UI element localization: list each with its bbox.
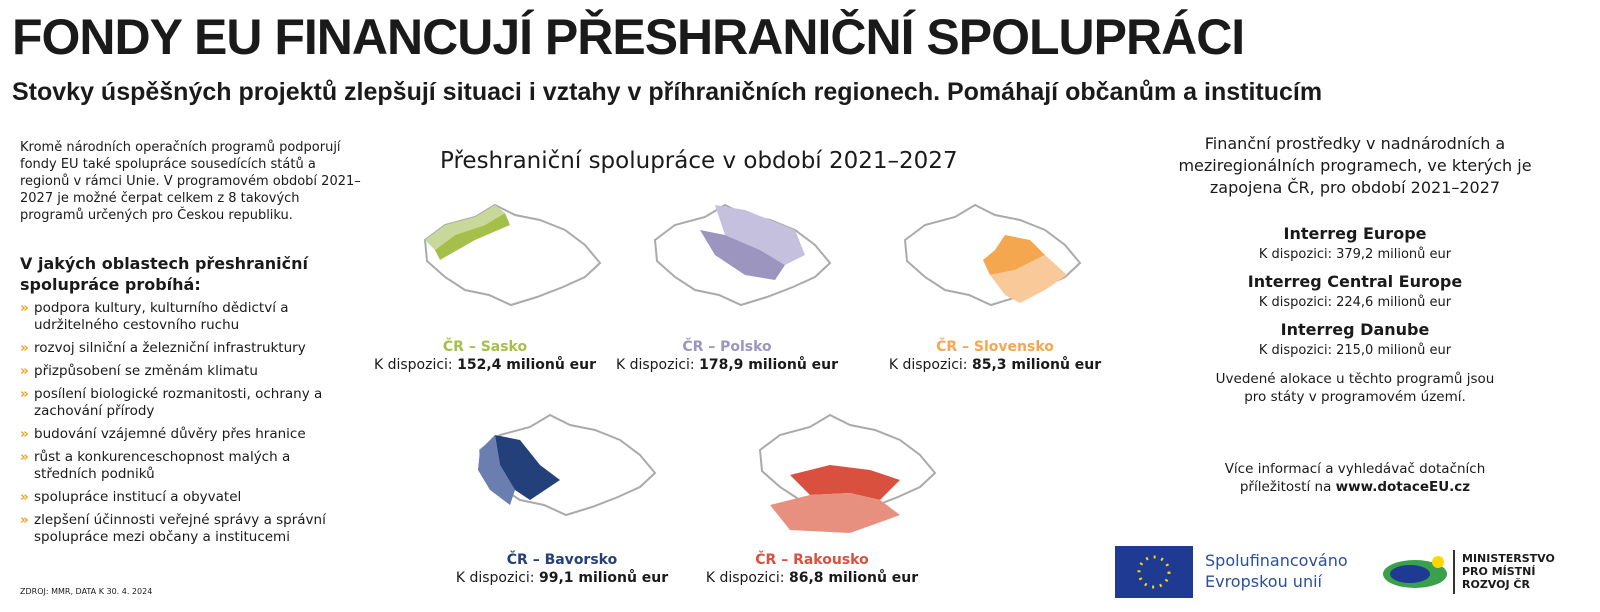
interreg-item: Interreg Europe K dispozici: 379,2 milion… (1205, 224, 1505, 262)
area-item: zlepšení účinnosti veřejné správy a sprá… (20, 512, 330, 546)
amount: 99,1 milionů eur (538, 570, 669, 586)
area-item: posílení biologické rozmanitosti, ochran… (20, 386, 330, 420)
amount-label: K dispozici: (373, 357, 453, 373)
subtitle: Stovky úspěšných projektů zlepšují situa… (12, 78, 1323, 106)
title: FONDY EU FINANCUJÍ PŘESHRANIČNÍ SPOLUPRÁ… (12, 9, 1245, 65)
amount-label: K dispozici: (455, 570, 535, 586)
note: Uvedené alokace u těchto programů jsou p… (1215, 371, 1495, 405)
amount-label: K dispozici: (615, 357, 695, 373)
eu-line: Spolufinancováno (1205, 551, 1348, 570)
program-label: ČR – Rakousko K dispozici: 86,8 milionů e… (682, 551, 942, 587)
interreg-name: Interreg Danube (1280, 320, 1430, 339)
mmr-logo-text: MINISTERSTVO PRO MÍSTNÍ ROZVOJ ČR (1462, 552, 1555, 591)
mmr-line: PRO MÍSTNÍ (1462, 565, 1536, 578)
area-item: podpora kultury, kulturního dědictví a u… (20, 300, 330, 334)
mmr-line: MINISTERSTVO (1462, 552, 1555, 565)
areas-list: podpora kultury, kulturního dědictví a u… (20, 300, 330, 552)
program-label: ČR – Sasko K dispozici: 152,4 milionů eur (355, 338, 615, 374)
interreg-amount: K dispozici: 224,6 milionů eur (1258, 295, 1452, 310)
more-text: Více informací a vyhledávač dotačních př… (1224, 461, 1486, 495)
program-name: ČR – Bavorsko (506, 552, 618, 568)
link[interactable]: www.dotaceEU.cz (1335, 479, 1471, 495)
program-label: ČR – Slovensko K dispozici: 85,3 milionů … (865, 338, 1125, 374)
interreg-amount: K dispozici: 379,2 milionů eur (1258, 247, 1452, 262)
interreg-name: Interreg Europe (1283, 224, 1427, 243)
mmr-line: ROZVOJ ČR (1462, 578, 1530, 591)
maps (424, 204, 1081, 533)
interreg-amount: K dispozici: 215,0 milionů eur (1258, 343, 1452, 358)
interreg-item: Interreg Central Europe K dispozici: 224,… (1205, 272, 1505, 310)
interreg-name: Interreg Central Europe (1247, 272, 1463, 291)
map-slovensko (904, 204, 1081, 306)
area-item: růst a konkurenceschopnost malých a stře… (20, 449, 330, 483)
amount-label: K dispozici: (888, 357, 968, 373)
map-polsko (654, 204, 831, 306)
program-label: ČR – Polsko K dispozici: 178,9 milionů eu… (597, 338, 857, 374)
eu-line: Evropskou unií (1205, 572, 1322, 591)
amount: 86,8 milionů eur (788, 570, 919, 586)
map-rakousko (759, 414, 936, 533)
amount: 178,9 milionů eur (699, 357, 839, 373)
area-item: budování vzájemné důvěry přes hranice (20, 426, 330, 443)
program-name: ČR – Polsko (682, 339, 772, 355)
right-title: Finanční prostředky v nadnárodních a mez… (1178, 134, 1532, 197)
area-item: přizpůsobení se změnám klimatu (20, 363, 330, 380)
area-item: spolupráce institucí a obyvatel (20, 489, 330, 506)
source: ZDROJ: MMR, DATA K 30. 4. 2024 (20, 587, 153, 596)
map-bavorsko (478, 414, 656, 516)
maps-title: Přeshraniční spolupráce v období 2021–20… (440, 148, 958, 174)
program-name: ČR – Slovensko (936, 339, 1054, 355)
program-name: ČR – Sasko (442, 339, 528, 355)
more-info: Více informací a vyhledávač dotačních př… (1195, 460, 1515, 496)
amount: 85,3 milionů eur (971, 357, 1102, 373)
interreg-item: Interreg Danube K dispozici: 215,0 milion… (1205, 320, 1505, 358)
mmr-emblem (1383, 556, 1447, 588)
amount-label: K dispozici: (705, 570, 785, 586)
area-item: rozvoj silniční a železniční infrastrukt… (20, 340, 330, 357)
map-sasko (424, 204, 601, 306)
program-label: ČR – Bavorsko K dispozici: 99,1 milionů e… (432, 551, 692, 587)
program-name: ČR – Rakousko (755, 552, 869, 568)
amount: 152,4 milionů eur (457, 357, 597, 373)
eu-flag (1115, 546, 1193, 598)
eu-logo-text: Spolufinancováno Evropskou unií (1205, 550, 1348, 592)
areas-title: V jakých oblastech přeshraniční spoluprá… (20, 254, 308, 294)
intro: Kromě národních operačních programů podp… (20, 140, 361, 223)
divider (1453, 550, 1455, 594)
